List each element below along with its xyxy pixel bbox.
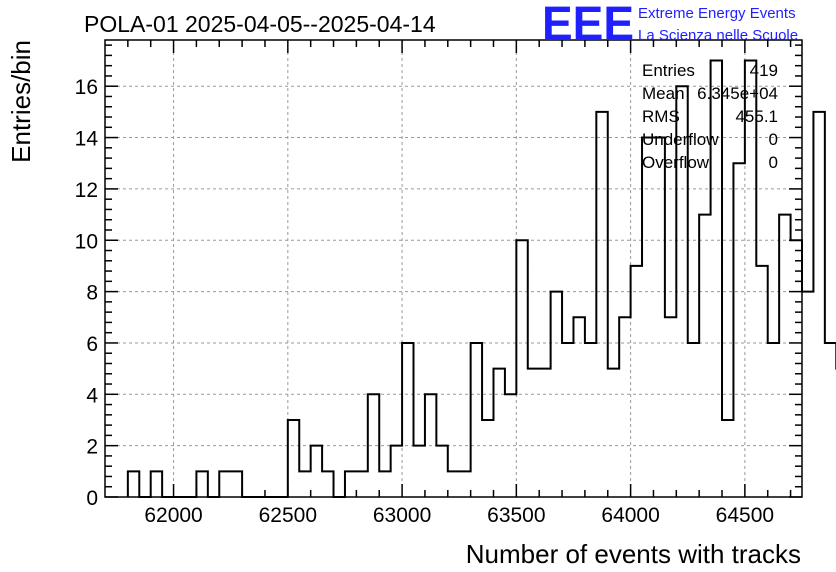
y-tick-label: 6 bbox=[86, 333, 98, 356]
histogram-bin bbox=[699, 215, 710, 497]
histogram-bin bbox=[733, 163, 744, 497]
stats-label: Underflow bbox=[642, 130, 719, 149]
stats-value: 455.1 bbox=[735, 107, 778, 126]
histogram-bin bbox=[493, 369, 504, 497]
histogram-bin bbox=[825, 343, 836, 497]
histogram-bin bbox=[813, 112, 824, 497]
histogram-bin bbox=[322, 471, 333, 497]
histogram-bin bbox=[288, 420, 299, 497]
logo-line-1: Extreme Energy Events bbox=[638, 5, 796, 22]
histogram-bin bbox=[368, 394, 379, 497]
y-tick-label: 4 bbox=[86, 384, 98, 407]
y-tick-label: 16 bbox=[75, 76, 98, 99]
histogram-bin bbox=[756, 266, 767, 497]
histogram-bin bbox=[722, 420, 733, 497]
stats-label: Overflow bbox=[642, 153, 710, 172]
histogram-bin bbox=[631, 266, 642, 497]
stats-value: 0 bbox=[769, 130, 778, 149]
histogram-bin bbox=[151, 471, 162, 497]
histogram-bin bbox=[596, 112, 607, 497]
y-tick-label: 12 bbox=[75, 179, 98, 202]
stats-label: RMS bbox=[642, 107, 680, 126]
histogram-bin bbox=[539, 369, 550, 497]
histogram-outline bbox=[126, 59, 836, 498]
histogram-bin bbox=[436, 446, 447, 497]
histogram-bin bbox=[642, 138, 653, 497]
histogram-bin bbox=[802, 292, 813, 497]
x-tick-label: 62000 bbox=[144, 504, 202, 527]
x-axis-title: Number of events with tracks bbox=[466, 539, 801, 569]
x-tick-label: 63500 bbox=[487, 504, 545, 527]
histogram-bin bbox=[356, 471, 367, 497]
x-tick-label: 62500 bbox=[259, 504, 317, 527]
histogram-bin bbox=[551, 292, 562, 497]
y-tick-label: 0 bbox=[86, 487, 98, 510]
histogram-bin bbox=[402, 343, 413, 497]
histogram-bin bbox=[219, 471, 230, 497]
histogram-bin bbox=[653, 138, 664, 497]
histogram-bin bbox=[391, 446, 402, 497]
histogram-bin bbox=[528, 369, 539, 497]
histogram-bin bbox=[791, 240, 802, 497]
x-tick-label: 63000 bbox=[373, 504, 431, 527]
tick-labels: 62000 62500 63000 63500 64000 64500 0 2 4 6 8 10 12 1… bbox=[75, 76, 774, 527]
histogram-bin bbox=[585, 343, 596, 497]
stats-label: Mean bbox=[642, 84, 685, 103]
histogram-bin bbox=[779, 215, 790, 497]
x-tick-label: 64000 bbox=[601, 504, 659, 527]
histogram-bin bbox=[414, 446, 425, 497]
histogram-bin bbox=[516, 240, 527, 497]
histogram-bin bbox=[711, 61, 722, 497]
y-tick-label: 14 bbox=[75, 128, 99, 151]
y-tick-label: 10 bbox=[75, 230, 98, 253]
histogram-bin bbox=[688, 343, 699, 497]
plot-frame bbox=[104, 39, 803, 498]
histogram-bin bbox=[505, 394, 516, 497]
logo-line-2: La Scienza nelle Scuole bbox=[638, 27, 798, 44]
axis-ticks bbox=[105, 40, 802, 498]
y-tick-label: 8 bbox=[86, 282, 98, 305]
histogram-bin bbox=[448, 471, 459, 497]
histogram-bin bbox=[471, 343, 482, 497]
x-tick-label: 64500 bbox=[716, 504, 774, 527]
eee-logo-mark: EEE bbox=[542, 0, 634, 51]
histogram-bin bbox=[619, 317, 630, 497]
histogram-bin bbox=[128, 471, 139, 497]
histogram-bin bbox=[768, 343, 779, 497]
histogram-series bbox=[126, 59, 836, 498]
histogram-bin bbox=[425, 394, 436, 497]
stats-label: Entries bbox=[642, 61, 695, 80]
histogram-bin bbox=[745, 61, 756, 497]
histogram-bin bbox=[231, 471, 242, 497]
stats-box: Entries 419 Mean 6.345e+04 RMS 455.1 Underflow… bbox=[642, 61, 778, 172]
stats-value: 0 bbox=[769, 153, 778, 172]
chart-title: POLA-01 2025-04-05--2025-04-14 bbox=[84, 11, 436, 37]
histogram-bin bbox=[311, 446, 322, 497]
histogram-bin bbox=[196, 471, 207, 497]
histogram-bin bbox=[665, 317, 676, 497]
histogram-bin bbox=[573, 317, 584, 497]
histogram-bin bbox=[379, 471, 390, 497]
histogram-bin bbox=[345, 471, 356, 497]
stats-value: 419 bbox=[750, 61, 778, 80]
histogram-bin bbox=[299, 471, 310, 497]
y-axis-title: Entries/bin bbox=[6, 40, 36, 163]
histogram-bin bbox=[562, 343, 573, 497]
histogram-bin bbox=[459, 471, 470, 497]
histogram-bin bbox=[482, 420, 493, 497]
y-tick-label: 2 bbox=[86, 436, 98, 459]
histogram-bin bbox=[608, 369, 619, 497]
stats-value: 6.345e+04 bbox=[697, 84, 778, 103]
